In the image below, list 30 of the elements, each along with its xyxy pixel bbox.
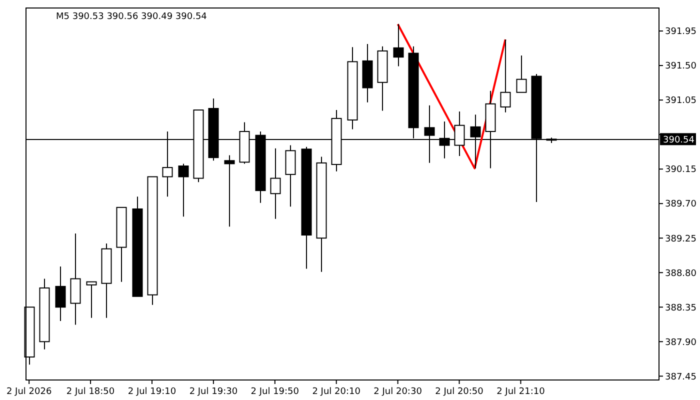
y-tick-label: 388.35: [665, 303, 696, 314]
y-tick-label: 387.90: [665, 338, 697, 348]
y-tick-label: 388.80: [665, 268, 697, 279]
candlestick: [270, 148, 281, 220]
x-tick-label: 2 Jul 21:10: [496, 387, 546, 397]
x-tick-label: 2 Jul 2026: [6, 387, 52, 397]
x-tick-label: 2 Jul 18:50: [66, 387, 115, 397]
y-tick-label: 390.15: [665, 165, 696, 176]
x-tick-label: 2 Jul 19:50: [250, 387, 300, 397]
y-tick-label: 391.95: [665, 27, 696, 38]
x-tick-label: 2 Jul 20:30: [374, 387, 422, 397]
y-tick-label: 387.45: [665, 372, 696, 382]
candlestick: [393, 24, 404, 67]
x-tick-label: 2 Jul 19:30: [189, 387, 238, 397]
candlestick: [86, 281, 97, 318]
x-tick-label: 2 Jul 20:10: [312, 387, 361, 397]
candlestick: [224, 154, 235, 228]
candlestick: [516, 55, 527, 93]
x-tick-label: 2 Jul 19:10: [128, 387, 176, 397]
y-tick-label: 389.25: [665, 234, 696, 244]
candlestick: [285, 144, 296, 208]
candlestick: [178, 163, 189, 218]
candlestick: [55, 266, 66, 322]
candlestick: [500, 38, 511, 113]
y-tick-label: 391.05: [665, 96, 696, 106]
ref-line-label: 390.54: [663, 135, 695, 146]
text: M5 390.53 390.56 390.49 390.54: [56, 12, 208, 22]
x-tick-label: 2 Jul 20:50: [435, 387, 484, 397]
y-tick-label: 391.50: [665, 62, 697, 72]
y-tick-label: 389.70: [665, 200, 697, 210]
